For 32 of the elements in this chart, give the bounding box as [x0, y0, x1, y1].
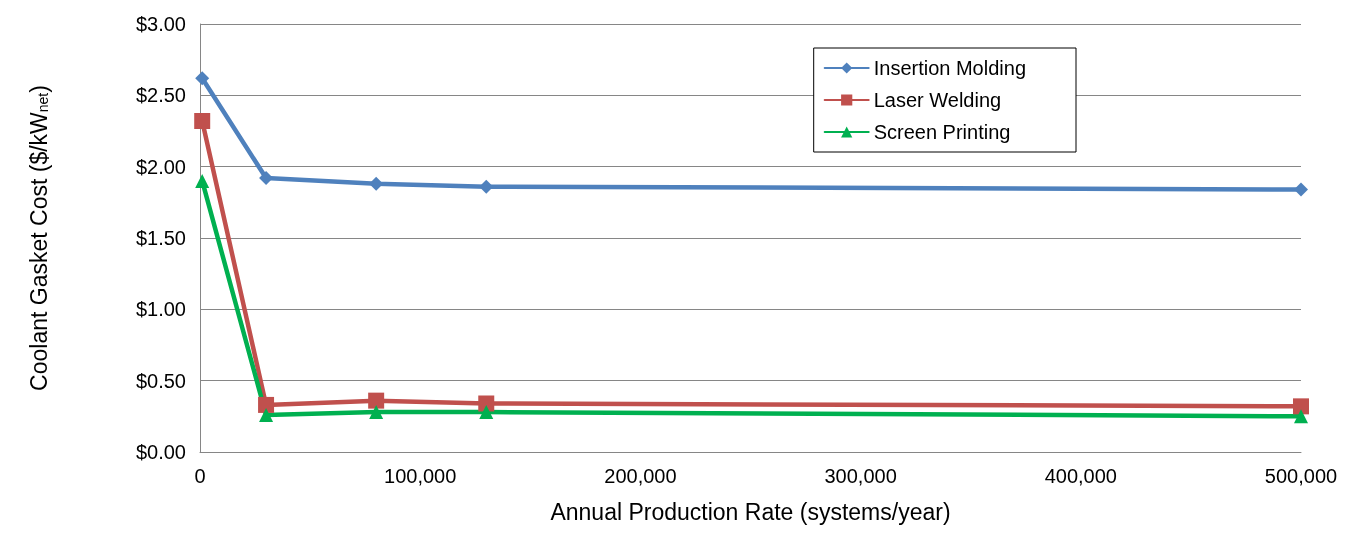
legend-label: Screen Printing [873, 121, 1011, 143]
y-tick-label: $2.50 [135, 84, 186, 107]
x-tick-label: 100,000 [384, 465, 457, 487]
y-tick-label: $0.00 [135, 441, 186, 463]
y-tick-label: $1.50 [135, 227, 186, 249]
x-tick-label: 400,000 [1044, 465, 1117, 487]
point [478, 395, 495, 412]
point [1294, 182, 1308, 197]
x-axis-title: Annual Production Rate (systems/year) [550, 498, 951, 525]
x-tick-label: 0 [194, 465, 206, 487]
point [369, 176, 384, 191]
point [259, 407, 274, 422]
point [369, 405, 384, 420]
point [194, 113, 211, 130]
point [195, 71, 210, 86]
y-tick-label: $1.00 [135, 298, 186, 321]
point [1294, 409, 1308, 424]
x-tick-label: 500,000 [1264, 465, 1338, 487]
y-axis-title: Coolant Gasket Cost ($/kWnet) [25, 85, 52, 391]
x-tick-label: 200,000 [604, 465, 677, 487]
point [479, 179, 494, 194]
legend-label: Insertion Molding [873, 57, 1027, 79]
y-tick-label: $2.00 [135, 155, 186, 178]
point [368, 392, 385, 409]
x-tick-label: 300,000 [824, 465, 897, 487]
point [258, 396, 275, 413]
legend-label: Laser Welding [873, 89, 1002, 111]
y-tick-label: $0.50 [135, 369, 186, 392]
point [195, 173, 210, 188]
y-tick-label: $3.00 [135, 13, 186, 35]
point [1293, 398, 1309, 415]
point [479, 405, 494, 420]
